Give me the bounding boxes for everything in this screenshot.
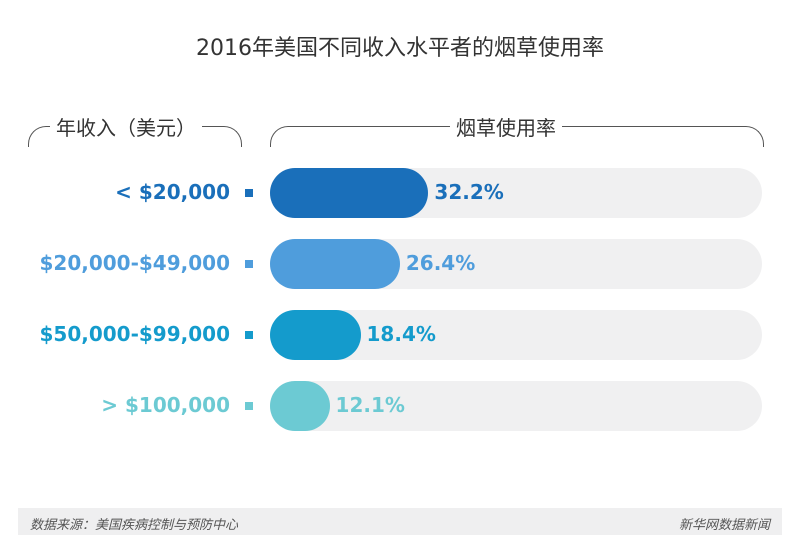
marker-square [245, 189, 253, 197]
bar-row: $20,000-$49,000 26.4% [0, 239, 800, 289]
marker-square [245, 402, 253, 410]
value-label: 26.4% [405, 251, 476, 275]
bar [270, 381, 330, 431]
bar [270, 310, 361, 360]
bar-track [270, 381, 762, 431]
value-label: 32.2% [434, 180, 504, 204]
chart-title: 2016年美国不同收入水平者的烟草使用率 [196, 36, 604, 61]
source-note: 数据来源：美国疾病控制与预防中心 [30, 518, 239, 533]
bar [270, 168, 429, 218]
value-label: 12.1% [335, 393, 405, 417]
category-label: > $100,000 [101, 393, 230, 417]
bar-row: > $100,000 12.1% [0, 381, 800, 431]
category-header: 年收入（美元） [50, 112, 202, 141]
bar-row: $50,000-$99,000 18.4% [0, 310, 800, 360]
footer: 数据来源：美国疾病控制与预防中心 新华网数据新闻 [18, 508, 782, 535]
marker-square [245, 331, 253, 339]
category-label: $50,000-$99,000 [39, 322, 231, 346]
category-label: $20,000-$49,000 [39, 251, 231, 275]
bar [270, 239, 400, 289]
category-label: < $20,000 [115, 180, 230, 204]
value-label: 18.4% [366, 322, 436, 346]
brand-credit: 新华网数据新闻 [678, 518, 770, 533]
value-header: 烟草使用率 [450, 112, 562, 141]
marker-square [245, 260, 253, 268]
bar-row: < $20,000 32.2% [0, 168, 800, 218]
